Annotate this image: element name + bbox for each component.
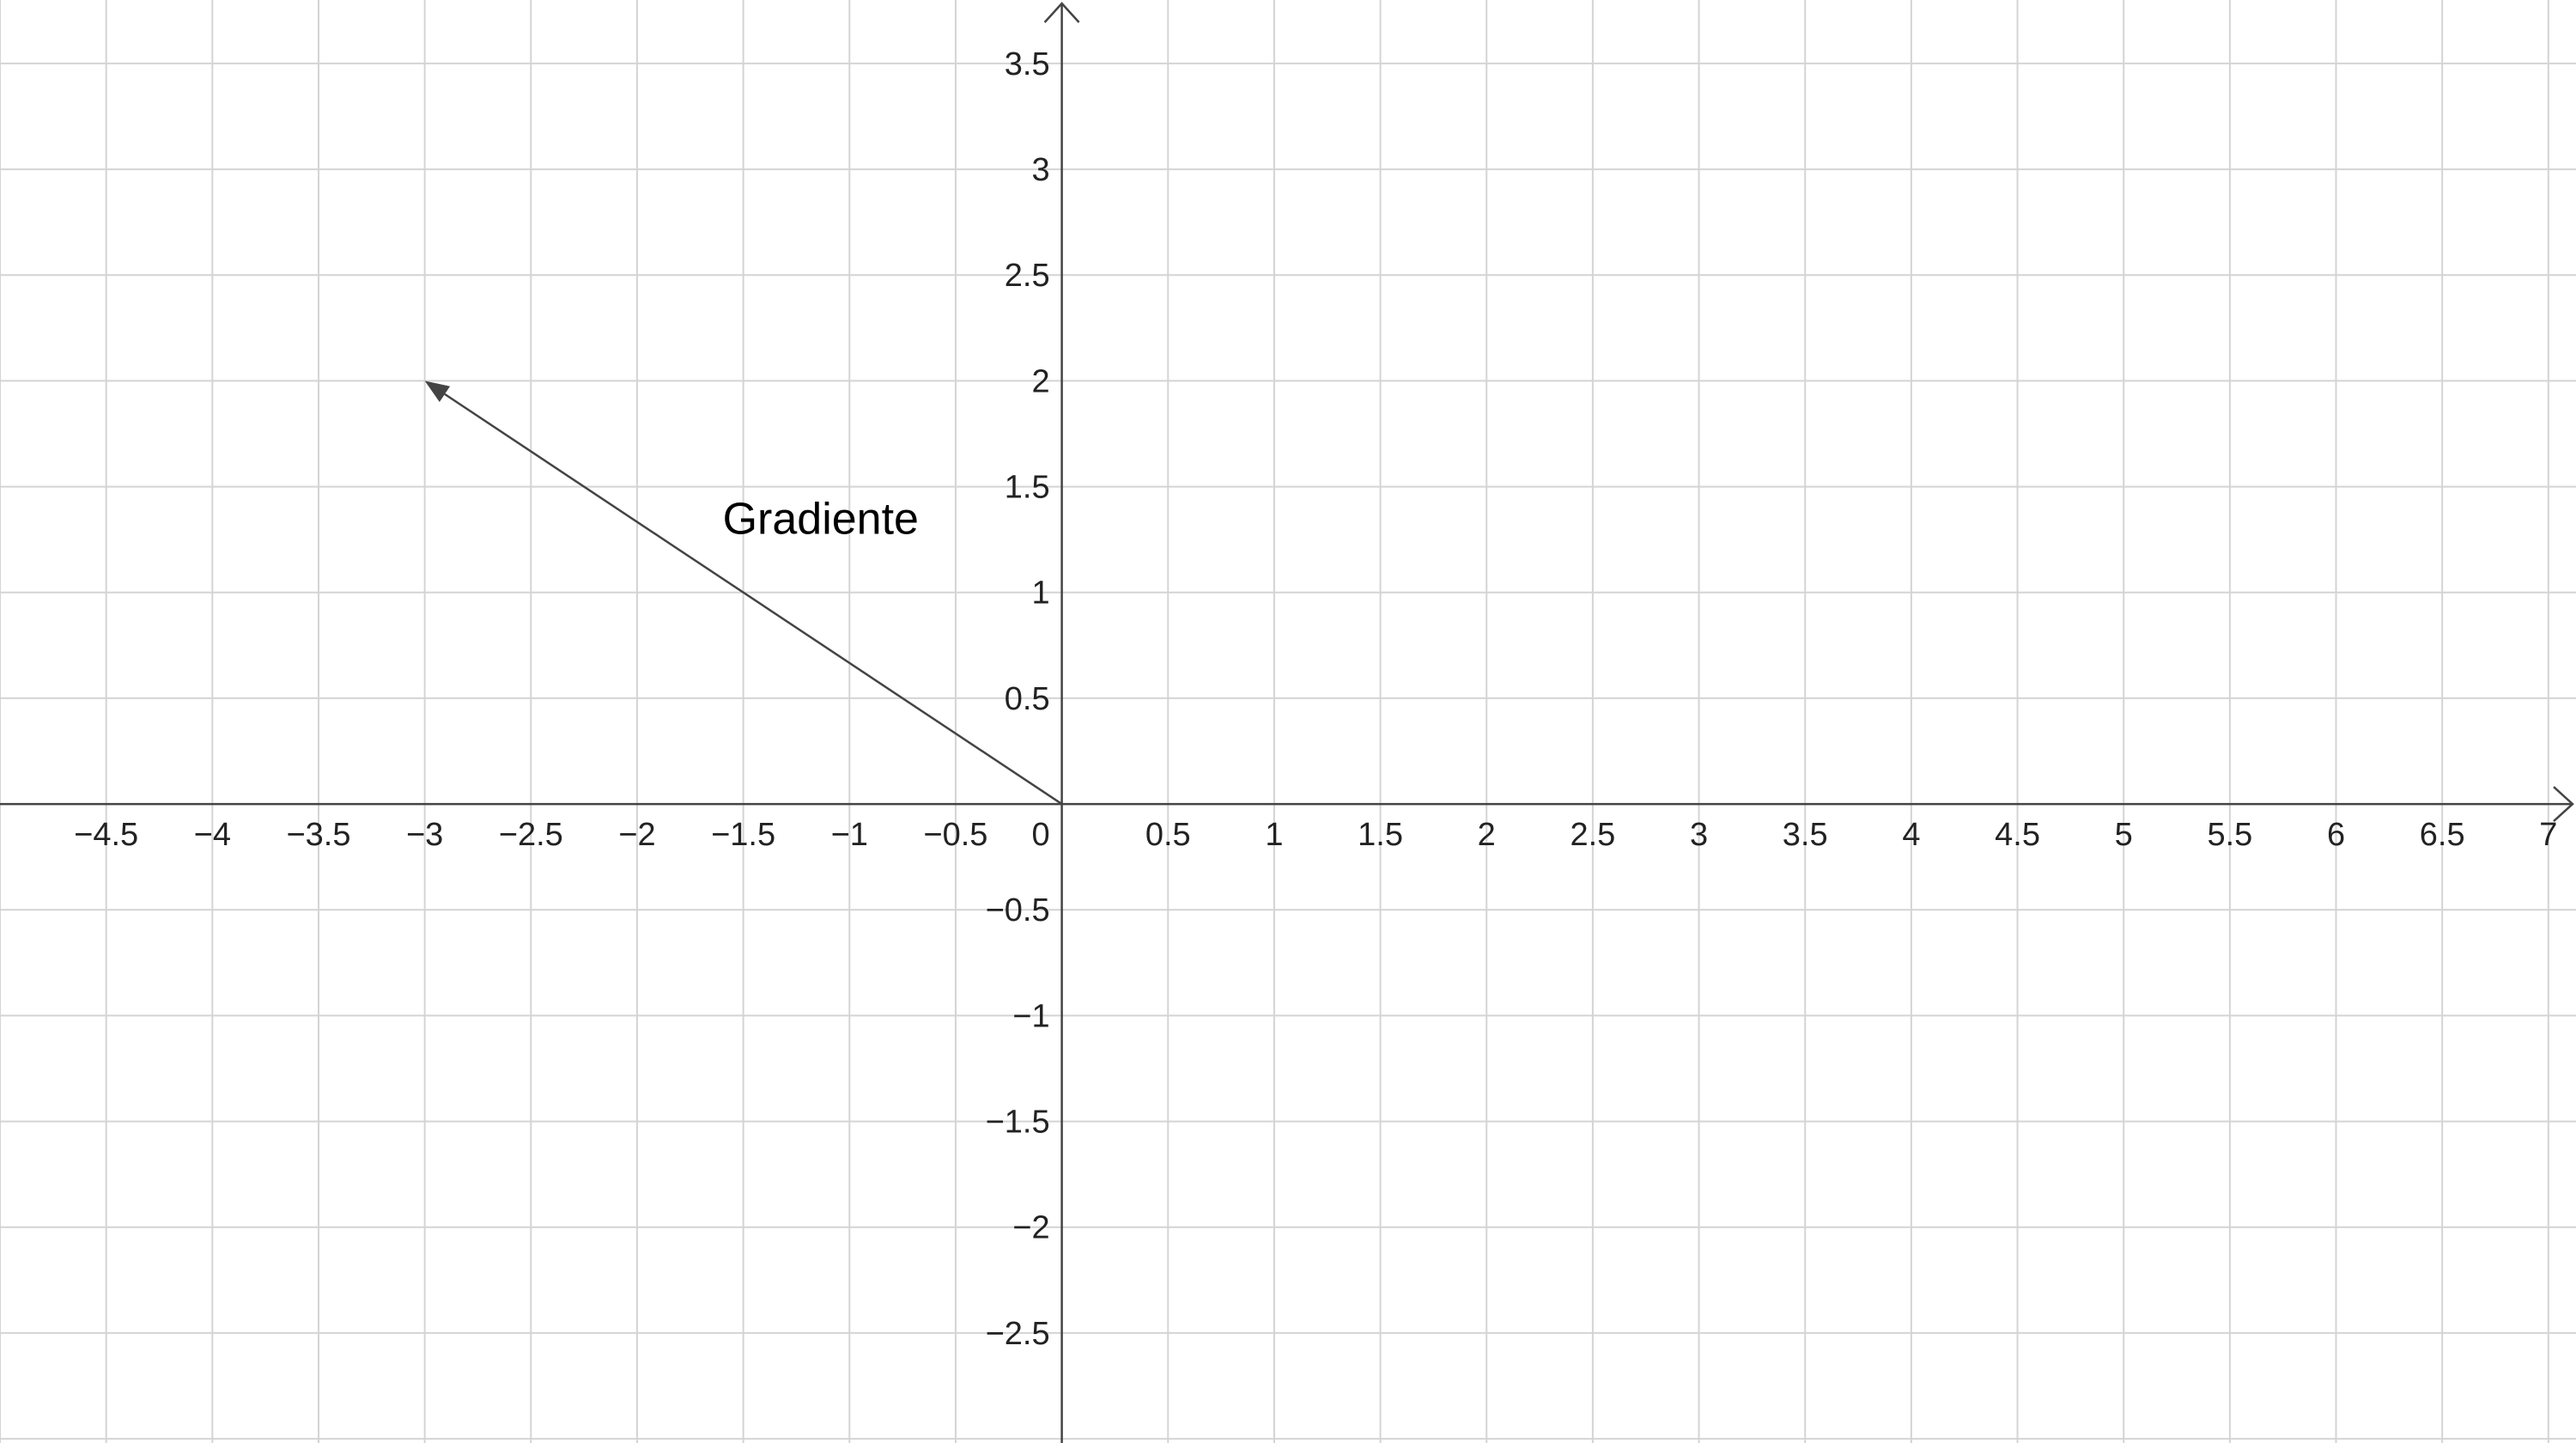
x-tick-label: 3 bbox=[1690, 817, 1708, 853]
x-tick-label: −4.5 bbox=[74, 817, 138, 853]
y-tick-label: 3.5 bbox=[1005, 46, 1050, 82]
tick-labels: −4.5 −4 −3.5 −3 −2.5 −2 −1.5 −1 −0.5 0 0.5 1 1.5 2 2.5… bbox=[74, 46, 2557, 1352]
x-tick-label: 0 bbox=[1031, 817, 1049, 853]
x-tick-label: −1.5 bbox=[711, 817, 775, 853]
y-tick-label: 2 bbox=[1031, 363, 1049, 399]
y-tick-label: −1.5 bbox=[986, 1105, 1050, 1141]
x-tick-label: 4.5 bbox=[1995, 817, 2040, 853]
y-tick-label: −0.5 bbox=[986, 892, 1050, 929]
y-tick-label: −2.5 bbox=[986, 1316, 1050, 1352]
y-tick-label: −1 bbox=[1012, 998, 1049, 1034]
x-tick-label: 6 bbox=[2327, 817, 2345, 853]
y-tick-label: 1 bbox=[1031, 575, 1049, 612]
x-tick-label: 6.5 bbox=[2420, 817, 2465, 853]
x-tick-label: 5 bbox=[2115, 817, 2133, 853]
y-tick-label: 0.5 bbox=[1005, 681, 1050, 717]
x-axis-arrow-icon bbox=[2553, 786, 2574, 822]
y-axis-arrow-icon bbox=[1043, 2, 1080, 23]
x-tick-label: 1 bbox=[1265, 817, 1283, 853]
x-tick-label: −3 bbox=[406, 817, 443, 853]
x-tick-label: 3.5 bbox=[1783, 817, 1828, 853]
x-tick-label: −0.5 bbox=[923, 817, 987, 853]
x-tick-label: 7 bbox=[2539, 817, 2557, 853]
y-tick-label: 1.5 bbox=[1005, 470, 1050, 506]
x-tick-label: 2 bbox=[1478, 817, 1496, 853]
x-tick-label: −1 bbox=[831, 817, 868, 853]
y-tick-label: −2 bbox=[1012, 1210, 1049, 1246]
x-tick-label: 5.5 bbox=[2207, 817, 2252, 853]
gradient-vector-arrowhead bbox=[424, 381, 451, 403]
x-tick-label: −2.5 bbox=[499, 817, 563, 853]
x-tick-label: 1.5 bbox=[1358, 817, 1403, 853]
gradient-vector[interactable] bbox=[444, 393, 1063, 806]
x-tick-label: 0.5 bbox=[1145, 817, 1191, 853]
x-tick-label: 4 bbox=[1902, 817, 1920, 853]
x-tick-label: −2 bbox=[618, 817, 655, 853]
y-tick-label: 3 bbox=[1031, 152, 1049, 188]
y-tick-label: 2.5 bbox=[1005, 258, 1050, 294]
x-tick-label: 2.5 bbox=[1570, 817, 1615, 853]
gradient-label: Gradiente bbox=[723, 495, 919, 545]
x-tick-label: −3.5 bbox=[286, 817, 350, 853]
gradient-vector-group[interactable]: Gradiente bbox=[424, 381, 1063, 806]
x-tick-label: −4 bbox=[194, 817, 231, 853]
